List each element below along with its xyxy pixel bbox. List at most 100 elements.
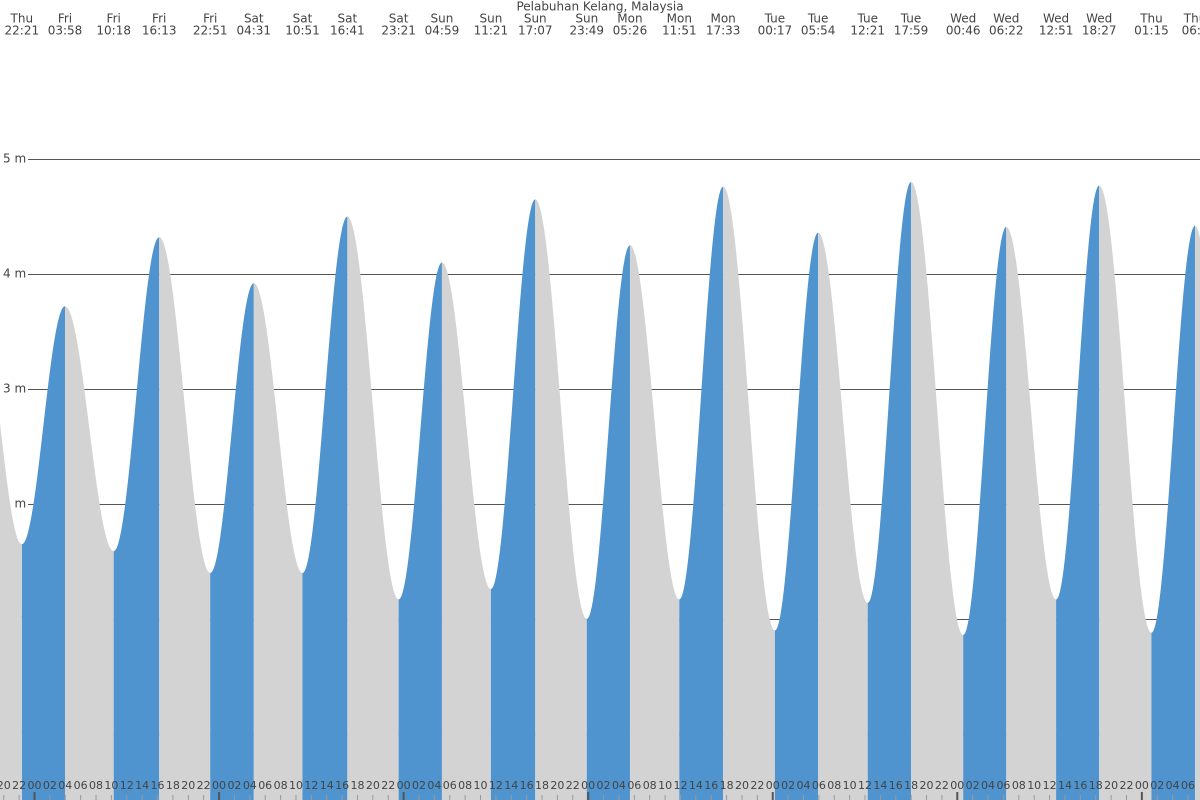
x-tick-label: 10 [843, 779, 857, 792]
x-tick-label: 00 [581, 779, 595, 792]
x-tick-label: 22 [750, 779, 764, 792]
extreme-day: Wed [1086, 12, 1112, 26]
tide-area [867, 182, 912, 800]
extreme-day: Thu [1139, 12, 1163, 26]
extreme-time: 05:26 [613, 24, 648, 38]
extreme-day: Tue [807, 12, 829, 26]
x-tick-label: 06 [74, 779, 88, 792]
extreme-time: 22:21 [5, 24, 40, 38]
extreme-time: 23:49 [569, 24, 604, 38]
x-tick-label: 18 [166, 779, 180, 792]
extreme-day: Tue [856, 12, 878, 26]
x-tick-label: 06 [1181, 779, 1195, 792]
x-tick-label: 02 [43, 779, 57, 792]
x-tick-label: 02 [781, 779, 795, 792]
extreme-day: Sat [244, 12, 264, 26]
extreme-day: Fri [152, 12, 166, 26]
extreme-day: Fri [58, 12, 72, 26]
x-tick-label: 16 [704, 779, 718, 792]
extreme-time: 17:33 [706, 24, 741, 38]
x-tick-label: 08 [458, 779, 472, 792]
tide-area [159, 237, 211, 800]
extreme-time: 22:51 [193, 24, 228, 38]
x-tick-label: 12 [858, 779, 872, 792]
x-tick-label: 22 [12, 779, 26, 792]
extreme-time: 17:07 [518, 24, 553, 38]
x-tick-label: 10 [1027, 779, 1041, 792]
extreme-time: 11:51 [662, 24, 697, 38]
extreme-day: Mon [710, 12, 735, 26]
x-tick-label: 00 [212, 779, 226, 792]
x-tick-label: 16 [151, 779, 165, 792]
tide-area [21, 306, 66, 800]
extreme-day: Mon [617, 12, 642, 26]
x-tick-label: 20 [1104, 779, 1118, 792]
x-tick-label: 02 [1150, 779, 1164, 792]
extreme-day: Sat [389, 12, 409, 26]
x-tick-label: 14 [1058, 779, 1072, 792]
tide-area [1151, 225, 1196, 800]
x-tick-label: 18 [535, 779, 549, 792]
extreme-time: 03:58 [48, 24, 83, 38]
x-tick-label: 20 [920, 779, 934, 792]
x-tick-label: 06 [996, 779, 1010, 792]
extreme-day: Tue [764, 12, 786, 26]
extreme-day: Sat [293, 12, 313, 26]
tide-area [818, 232, 868, 800]
x-tick-label: 06 [258, 779, 272, 792]
tide-area [65, 306, 114, 800]
x-tick-label: 20 [0, 779, 11, 792]
x-tick-label: 22 [1119, 779, 1133, 792]
x-tick-label: 14 [689, 779, 703, 792]
extreme-day: Sat [338, 12, 358, 26]
x-tick-label: 00 [397, 779, 411, 792]
tide-area [302, 216, 348, 800]
extreme-time: 11:21 [474, 24, 509, 38]
x-tick-label: 22 [381, 779, 395, 792]
x-tick-label: 02 [412, 779, 426, 792]
x-tick-label: 04 [58, 779, 72, 792]
tide-area [0, 423, 22, 800]
x-tick-label: 10 [289, 779, 303, 792]
x-tick-label: 08 [274, 779, 288, 792]
x-tick-label: 20 [550, 779, 564, 792]
x-tick-label: 12 [1043, 779, 1057, 792]
x-tick-label: 00 [950, 779, 964, 792]
extreme-time: 18:27 [1082, 24, 1117, 38]
extreme-time: 10:18 [96, 24, 131, 38]
extreme-time: 10:51 [285, 24, 320, 38]
extreme-time: 04:59 [425, 24, 460, 38]
extreme-time: 04:31 [236, 24, 271, 38]
tide-area [586, 245, 630, 800]
extreme-time: 00:17 [758, 24, 793, 38]
tide-areas [0, 182, 1200, 800]
extreme-time: 12:21 [850, 24, 885, 38]
x-tick-label: 10 [658, 779, 672, 792]
x-tick-label: 04 [981, 779, 995, 792]
x-tick-label: 12 [673, 779, 687, 792]
tide-area [629, 245, 680, 800]
x-tick-label: 20 [181, 779, 195, 792]
x-tick-label: 20 [735, 779, 749, 792]
x-tick-label: 18 [904, 779, 918, 792]
extreme-time: 05:54 [801, 24, 836, 38]
x-tick-label: 14 [135, 779, 149, 792]
x-tick-label: 20 [366, 779, 380, 792]
time-axis: 20 22 00 02 04 06 08 10 12 14 16 18 20 22 00 02 04 06 08 10… [0, 779, 1195, 800]
tide-area [347, 216, 399, 800]
extreme-day: Wed [993, 12, 1019, 26]
x-tick-label: 04 [427, 779, 441, 792]
x-tick-label: 04 [1166, 779, 1180, 792]
extreme-labels: Thu22:21Fri03:58Fri10:18Fri16:13Fri22:51… [5, 12, 1200, 38]
tide-area [398, 262, 442, 800]
x-tick-label: 00 [28, 779, 42, 792]
x-tick-label: 02 [966, 779, 980, 792]
x-tick-label: 08 [643, 779, 657, 792]
y-tick-label: 5 m [3, 152, 26, 166]
x-tick-label: 16 [335, 779, 349, 792]
x-tick-label: 02 [227, 779, 241, 792]
x-tick-label: 10 [104, 779, 118, 792]
tide-area [679, 186, 724, 800]
y-tick-label: 3 m [3, 382, 26, 396]
